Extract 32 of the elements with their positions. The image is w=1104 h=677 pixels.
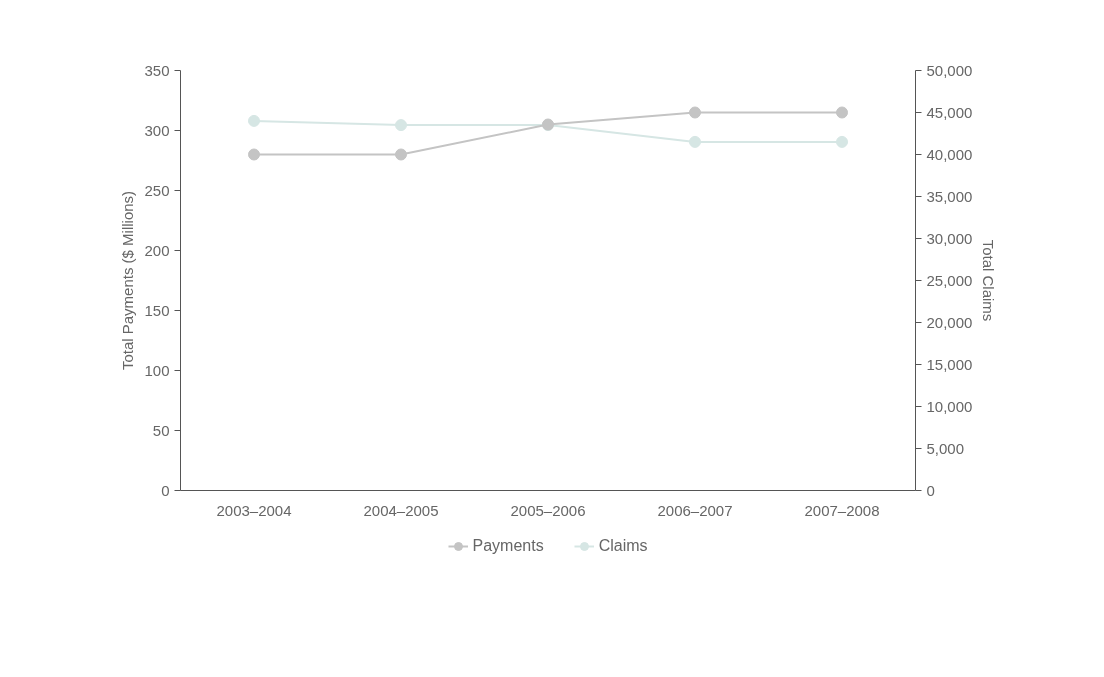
x-tick-label: 2005–2006	[510, 501, 586, 519]
legend-label: Payments	[472, 537, 544, 555]
point	[836, 106, 848, 119]
y2-tick-label: 5,000	[926, 439, 965, 457]
y2-tick-label: 0	[926, 481, 935, 499]
y2-tick-label: 30,000	[926, 229, 973, 247]
x-tick-label: 2006–2007	[657, 501, 733, 519]
x-tick-label: 2003–2004	[216, 501, 292, 519]
y-tick-label: 250	[144, 181, 170, 199]
y2-axis-title: Total Claims	[980, 239, 998, 322]
y-tick-label: 150	[144, 301, 170, 319]
y-tick-label: 0	[161, 481, 170, 499]
point	[689, 106, 701, 119]
y-axis-title: Total Payments ($ Millions)	[119, 190, 137, 371]
y2-tick-label: 10,000	[926, 397, 973, 415]
y2-tick-label: 25,000	[926, 271, 973, 289]
y2-tick-label: 40,000	[926, 145, 973, 163]
y2-tick-label: 45,000	[926, 103, 973, 121]
y-tick-label: 350	[144, 61, 170, 79]
y-tick-label: 50	[152, 421, 170, 439]
y-tick-label: 100	[144, 361, 170, 379]
y2-tick-label: 35,000	[926, 187, 973, 205]
x-tick-label: 2007–2008	[804, 501, 880, 519]
y-tick-label: 200	[144, 241, 170, 259]
x-tick-label: 2004–2005	[363, 501, 439, 519]
point	[395, 148, 407, 161]
y-tick-label: 300	[144, 121, 170, 139]
y2-tick-label: 20,000	[926, 313, 973, 331]
legend-label: Claims	[598, 537, 648, 555]
y2-tick-label: 15,000	[926, 355, 973, 373]
y2-tick-label: 50,000	[926, 61, 973, 79]
point	[248, 148, 260, 161]
